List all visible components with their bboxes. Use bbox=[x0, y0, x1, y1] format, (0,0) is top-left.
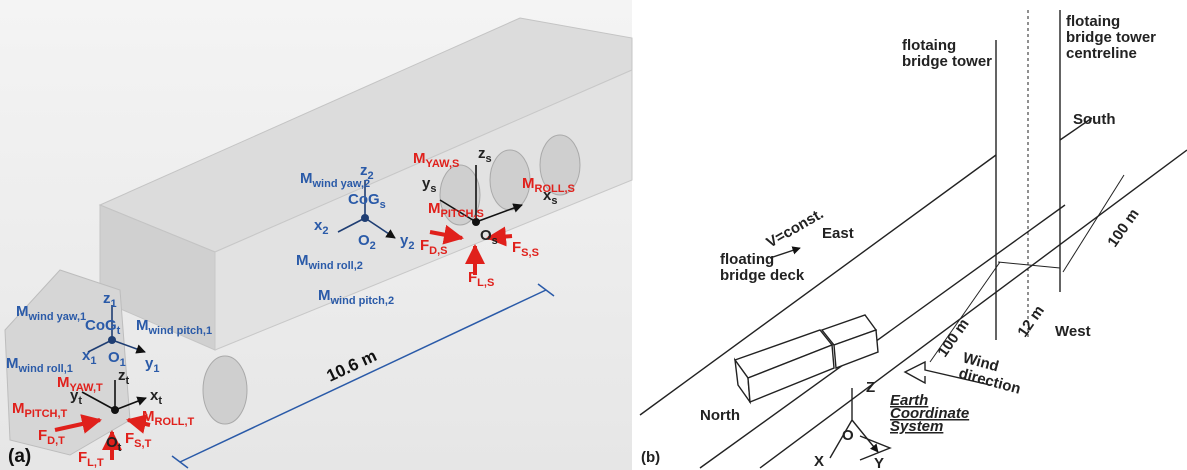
annotation-symbol: M bbox=[413, 150, 426, 167]
annotation-subscript: wind roll,2 bbox=[308, 260, 363, 272]
panel-label: (a) bbox=[8, 446, 31, 467]
annotation-subscript: s bbox=[486, 153, 492, 165]
annotation-symbol: F bbox=[512, 239, 521, 256]
origin-point bbox=[361, 214, 369, 222]
deck-edge bbox=[760, 150, 1187, 468]
annotation-symbol: M bbox=[428, 200, 441, 217]
south-label: South bbox=[1073, 111, 1116, 128]
deck-edge bbox=[640, 155, 996, 415]
annotation-symbol: O bbox=[106, 434, 118, 451]
annotation-subscript: 1 bbox=[111, 298, 117, 310]
annotation-subscript: S,S bbox=[521, 247, 539, 259]
annotation-symbol: M bbox=[6, 355, 19, 372]
figure: 10.6 m (a) Mwind yaw,2z2CoGsx2O2y2Mwind … bbox=[0, 0, 1187, 470]
annotation-subscript: ROLL,S bbox=[535, 183, 575, 195]
annotation-symbol: M bbox=[300, 170, 313, 187]
centreline-label: centreline bbox=[1066, 45, 1137, 62]
annotation-subscript: t bbox=[78, 395, 82, 407]
tower-label: flotaing bbox=[902, 37, 956, 54]
annotation-symbol: M bbox=[522, 175, 535, 192]
deck-edge bbox=[700, 205, 1065, 468]
annotation-subscript: L,T bbox=[87, 457, 104, 469]
annotation-symbol: O bbox=[108, 349, 120, 366]
annotation-subscript: 2 bbox=[408, 240, 414, 252]
annotation-symbol: CoG bbox=[348, 191, 380, 208]
annotation-symbol: M bbox=[136, 317, 149, 334]
annotation-symbol: M bbox=[16, 303, 29, 320]
east-label: East bbox=[822, 225, 854, 242]
annotation-subscript: 1 bbox=[90, 355, 96, 367]
annotation-symbol: z bbox=[478, 145, 486, 162]
annotation-subscript: t bbox=[118, 442, 122, 454]
annotation-symbol: F bbox=[38, 427, 47, 444]
annotation-symbol: z bbox=[360, 162, 368, 179]
dimension-line bbox=[1063, 175, 1124, 272]
annotation-subscript: 1 bbox=[153, 363, 159, 375]
annotation-subscript: S,T bbox=[134, 438, 151, 450]
annotation-symbol: F bbox=[468, 269, 477, 286]
annotation-subscript: s bbox=[492, 235, 498, 247]
annotation-symbol: O bbox=[358, 232, 370, 249]
axis-x-label: X bbox=[814, 453, 824, 470]
annotation-symbol: F bbox=[78, 449, 87, 466]
annotation-symbol: CoG bbox=[85, 317, 117, 334]
span-east-label: 100 m bbox=[1104, 206, 1142, 251]
annotation-symbol: F bbox=[125, 430, 134, 447]
annotation-subscript: D,S bbox=[429, 245, 447, 257]
annotation-symbol: z bbox=[103, 290, 111, 307]
annotation-symbol: M bbox=[318, 287, 331, 304]
annotation-subscript: 2 bbox=[370, 240, 376, 252]
annotation-subscript: PITCH,T bbox=[25, 408, 68, 420]
axis-y-label: Y bbox=[874, 455, 884, 470]
annotation-subscript: 2 bbox=[368, 170, 374, 182]
annotation-subscript: YAW,S bbox=[426, 158, 460, 170]
annotation-subscript: t bbox=[158, 395, 162, 407]
annotation-symbol: O bbox=[480, 227, 492, 244]
annotation-subscript: t bbox=[117, 325, 121, 337]
deck-label: floating bbox=[720, 251, 774, 268]
speed-label: V=const. bbox=[764, 205, 827, 251]
width-label: 12 m bbox=[1014, 303, 1048, 341]
coordinate-system-label: System bbox=[890, 418, 943, 435]
origin-point bbox=[111, 406, 119, 414]
annotation-subscript: wind yaw,2 bbox=[312, 178, 371, 190]
annotation-subscript: PITCH,S bbox=[441, 208, 484, 220]
annotation-subscript: s bbox=[430, 183, 436, 195]
annotation-subscript: wind yaw,1 bbox=[28, 311, 87, 323]
axis-o-label: O bbox=[842, 427, 854, 444]
tower-label: bridge tower bbox=[902, 53, 992, 70]
annotation-subscript: 2 bbox=[322, 225, 328, 237]
annotation-symbol: M bbox=[57, 374, 70, 391]
annotation-subscript: s bbox=[380, 199, 386, 211]
label-label: (b) bbox=[641, 449, 660, 466]
annotation-subscript: t bbox=[126, 375, 130, 387]
annotation-symbol: z bbox=[118, 367, 126, 384]
annotation-symbol: M bbox=[12, 400, 25, 417]
west-label: West bbox=[1055, 323, 1091, 340]
north-label: North bbox=[700, 407, 740, 424]
deck-label: bridge deck bbox=[720, 267, 805, 284]
annotation-subscript: D,T bbox=[47, 435, 65, 447]
wheel bbox=[203, 356, 247, 424]
centreline-label: flotaing bbox=[1066, 13, 1120, 30]
axis-z-label: Z bbox=[866, 379, 875, 396]
origin-point bbox=[108, 336, 116, 344]
annotation-symbol: M bbox=[296, 252, 309, 269]
annotation-subscript: L,S bbox=[477, 277, 494, 289]
annotation-symbol: F bbox=[420, 237, 429, 254]
annotation-subscript: wind pitch,1 bbox=[148, 325, 213, 337]
annotation-subscript: wind pitch,2 bbox=[330, 295, 395, 307]
annotation-symbol: M bbox=[142, 408, 155, 425]
annotation-subscript: s bbox=[551, 195, 557, 207]
annotation-subscript: ROLL,T bbox=[155, 416, 195, 428]
centreline-label: bridge tower bbox=[1066, 29, 1156, 46]
